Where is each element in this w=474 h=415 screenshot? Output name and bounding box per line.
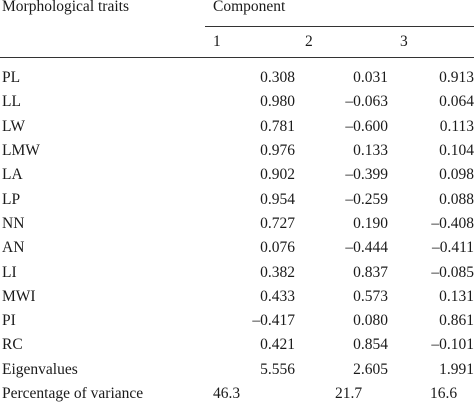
component-2-value: 2.605 bbox=[353, 360, 388, 378]
component-3-value: –0.101 bbox=[431, 336, 474, 354]
trait-cell: AN bbox=[2, 239, 25, 257]
table-row: LP 0.954 –0.259 0.088 bbox=[0, 187, 474, 211]
component-3-value: 0.131 bbox=[439, 287, 474, 305]
component-1-value: 0.781 bbox=[260, 117, 295, 135]
component-1-value: 0.980 bbox=[260, 93, 295, 111]
trait-cell: LMW bbox=[2, 142, 40, 160]
component-3-value: –0.411 bbox=[431, 239, 474, 257]
component-2-value: –0.444 bbox=[345, 239, 388, 257]
trait-cell: Percentage of variance bbox=[2, 385, 144, 402]
component-2-value: –0.063 bbox=[345, 93, 388, 111]
component-1-value: –0.417 bbox=[252, 312, 295, 330]
table-row: NN 0.727 0.190 –0.408 bbox=[0, 212, 474, 236]
table-row: Percentage of variance 46.3 21.7 16.6 bbox=[0, 382, 474, 406]
table-row: LW 0.781 –0.600 0.113 bbox=[0, 115, 474, 139]
table-row: LL 0.980 –0.063 0.064 bbox=[0, 90, 474, 114]
component-3-value: 0.098 bbox=[439, 166, 474, 184]
trait-header-spacer bbox=[0, 27, 205, 58]
header-row-top: Morphological traits Component bbox=[0, 0, 474, 27]
component-2-header: 2 bbox=[305, 33, 313, 50]
component-3-header: 3 bbox=[400, 33, 408, 50]
component-1-value: 0.433 bbox=[260, 287, 295, 305]
component-2-value: 0.133 bbox=[353, 142, 388, 160]
component-3-value: 1.991 bbox=[439, 360, 474, 378]
component-3-value: 0.113 bbox=[439, 117, 474, 135]
component-1-value: 0.902 bbox=[260, 166, 295, 184]
trait-cell: LW bbox=[2, 117, 25, 135]
trait-cell: RC bbox=[2, 336, 23, 354]
component-2-value: 0.854 bbox=[353, 336, 388, 354]
component-2-value: –0.399 bbox=[345, 166, 388, 184]
component-1-value: 5.556 bbox=[260, 360, 295, 378]
component-2-value: 0.190 bbox=[353, 214, 388, 232]
component-1-value: 0.421 bbox=[260, 336, 295, 354]
table-row: AN 0.076 –0.444 –0.411 bbox=[0, 236, 474, 260]
table-body: PL 0.308 0.031 0.913 LL 0.980 –0.063 0.064 LW 0.7… bbox=[0, 58, 474, 407]
trait-cell: MWI bbox=[2, 287, 36, 305]
component-2-value: 0.837 bbox=[353, 263, 388, 281]
header-row-components: 1 2 3 bbox=[0, 27, 474, 58]
component-3-value: 0.104 bbox=[439, 142, 474, 160]
trait-cell: PI bbox=[2, 312, 16, 330]
component-2-value: 21.7 bbox=[335, 385, 363, 402]
table-row: LA 0.902 –0.399 0.098 bbox=[0, 163, 474, 187]
component-2-value: 0.080 bbox=[353, 312, 388, 330]
component-2-value: –0.600 bbox=[345, 117, 388, 135]
component-3-value: 16.6 bbox=[430, 385, 458, 402]
component-1-value: 0.308 bbox=[260, 69, 295, 87]
component-1-header: 1 bbox=[213, 33, 221, 50]
trait-cell: LP bbox=[2, 190, 21, 208]
component-1-value: 0.976 bbox=[260, 142, 295, 160]
trait-cell: NN bbox=[2, 214, 25, 232]
trait-cell: PL bbox=[2, 69, 21, 87]
trait-cell: LA bbox=[2, 166, 23, 184]
table-row: PL 0.308 0.031 0.913 bbox=[0, 58, 474, 91]
table-row: Eigenvalues 5.556 2.605 1.991 bbox=[0, 358, 474, 382]
component-1-value: 46.3 bbox=[213, 385, 241, 402]
component-2-value: 0.031 bbox=[353, 69, 388, 87]
component-1-value: 0.727 bbox=[260, 214, 295, 232]
component-3-value: 0.913 bbox=[439, 69, 474, 87]
component-3-value: 0.064 bbox=[439, 93, 474, 111]
component-1-value: 0.076 bbox=[260, 239, 295, 257]
trait-cell: LI bbox=[2, 263, 17, 281]
table-row: LI 0.382 0.837 –0.085 bbox=[0, 260, 474, 284]
component-3-value: –0.408 bbox=[431, 214, 474, 232]
table-row: MWI 0.433 0.573 0.131 bbox=[0, 285, 474, 309]
table-row: RC 0.421 0.854 –0.101 bbox=[0, 333, 474, 357]
table-row: LMW 0.976 0.133 0.104 bbox=[0, 139, 474, 163]
trait-cell: Eigenvalues bbox=[2, 360, 78, 378]
component-3-value: –0.085 bbox=[431, 263, 474, 281]
table-row: PI –0.417 0.080 0.861 bbox=[0, 309, 474, 333]
component-2-value: 0.573 bbox=[353, 287, 388, 305]
component-1-value: 0.954 bbox=[260, 190, 295, 208]
component-2-value: –0.259 bbox=[345, 190, 388, 208]
component-3-value: 0.088 bbox=[439, 190, 474, 208]
component-3-value: 0.861 bbox=[439, 312, 474, 330]
trait-column-header: Morphological traits bbox=[2, 0, 129, 15]
component-1-value: 0.382 bbox=[260, 263, 295, 281]
trait-cell: LL bbox=[2, 93, 21, 111]
component-header: Component bbox=[205, 0, 474, 27]
